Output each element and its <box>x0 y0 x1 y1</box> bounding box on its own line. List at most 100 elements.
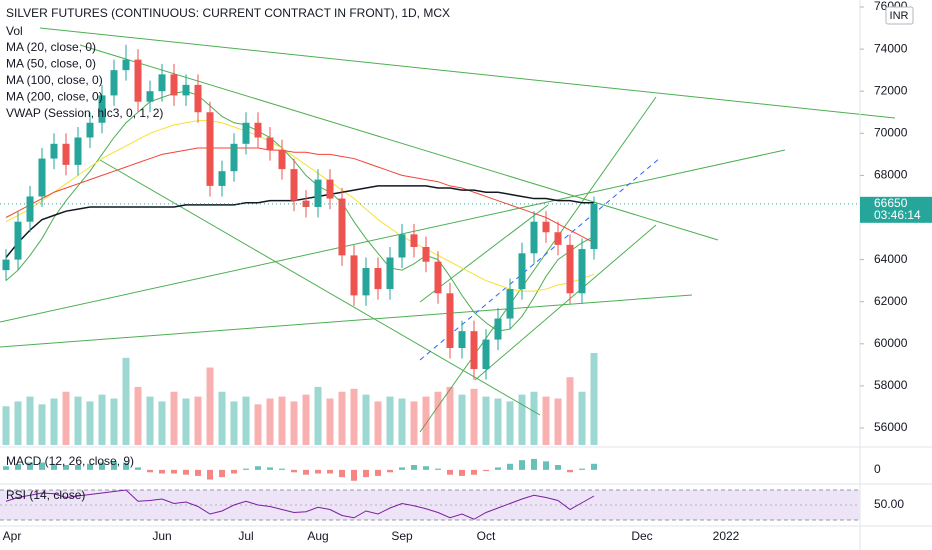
volume-bar <box>170 391 178 445</box>
volume-bar <box>374 401 382 445</box>
candle-body <box>590 203 598 250</box>
volume-bar <box>230 401 238 445</box>
candle-body <box>458 331 466 349</box>
macd-bar <box>39 462 45 470</box>
currency-label[interactable]: INR <box>890 10 909 22</box>
macd-bar <box>519 460 525 470</box>
trend-line <box>474 224 657 381</box>
candle-body <box>350 255 358 296</box>
countdown-label: 03:46:14 <box>874 208 921 222</box>
candle-body <box>554 232 562 245</box>
y-tick-label: 64000 <box>874 252 908 266</box>
volume-bar <box>158 401 166 445</box>
macd-bar <box>435 468 441 470</box>
volume-bar <box>338 391 346 445</box>
macd-bar <box>483 469 489 472</box>
volume-bar <box>590 353 598 445</box>
ma-line <box>5 120 595 292</box>
candle-body <box>482 339 490 370</box>
macd-bar <box>15 463 21 470</box>
volume-bar <box>458 394 466 445</box>
volume-bar <box>50 398 58 445</box>
macd-bar <box>207 469 213 480</box>
x-tick-label: Dec <box>631 529 652 543</box>
candle-body <box>50 143 58 159</box>
candle-body <box>506 289 514 319</box>
candle-body <box>326 179 334 199</box>
macd-bar <box>375 469 381 476</box>
volume-bar <box>278 396 286 445</box>
candle-body <box>170 74 178 96</box>
volume-bar <box>266 398 274 445</box>
legend-entry: MA (100, close, 0) <box>6 73 103 87</box>
candle-body <box>182 84 190 96</box>
chart-title: SILVER FUTURES (CONTINUOUS: CURRENT CONT… <box>6 6 450 20</box>
macd-bar <box>363 469 369 478</box>
trend-line <box>0 149 786 323</box>
candle-body <box>206 112 214 186</box>
volume-bar <box>386 396 394 445</box>
volume-bar <box>122 357 130 445</box>
volume-bar <box>446 386 454 445</box>
macd-bar <box>567 469 573 473</box>
macd-bar <box>111 461 117 470</box>
y-tick-label: 56000 <box>874 420 908 434</box>
candle-body <box>410 234 418 247</box>
macd-bar <box>555 465 561 470</box>
volume-bar <box>470 388 478 445</box>
trend-line-dashed <box>419 157 661 361</box>
candle-body <box>278 150 286 170</box>
macd-bar <box>543 461 549 470</box>
currency-box[interactable] <box>885 6 914 25</box>
candle-body <box>242 122 250 144</box>
candle-body <box>110 70 118 96</box>
candle-body <box>386 257 394 290</box>
volume-bar <box>62 391 70 445</box>
x-tick-label: Aug <box>307 529 328 543</box>
volume-bar <box>242 396 250 445</box>
candle-body <box>266 137 274 151</box>
candle-body <box>38 158 46 197</box>
macd-bar <box>51 463 57 470</box>
y-tick-label: 60000 <box>874 336 908 350</box>
candle-body <box>158 74 166 92</box>
volume-bar <box>134 386 142 445</box>
x-tick-label: 2022 <box>713 529 740 543</box>
candle-body <box>254 122 262 138</box>
macd-bar <box>147 469 153 473</box>
macd-bar <box>27 462 33 470</box>
x-tick-label: Sep <box>391 529 413 543</box>
last-price-label: 66650 <box>874 196 908 210</box>
candle-body <box>146 91 154 102</box>
candle-body <box>230 143 238 172</box>
candle-body <box>518 253 526 290</box>
volume-bar <box>194 396 202 445</box>
volume-bar <box>530 391 538 445</box>
rsi-line <box>5 489 595 520</box>
macd-bar <box>303 469 309 475</box>
volume-bar <box>98 394 106 445</box>
candle-body <box>446 293 454 349</box>
macd-bar <box>387 469 393 473</box>
volume-bar <box>182 398 190 445</box>
macd-bar <box>63 465 69 470</box>
macd-bar <box>591 463 597 470</box>
candle-body <box>74 137 82 165</box>
candle-body <box>578 249 586 294</box>
y-tick-label: 68000 <box>874 168 908 182</box>
candle-body <box>218 171 226 186</box>
volume-bar <box>218 391 226 445</box>
macd-bar <box>495 467 501 470</box>
macd-bar <box>339 469 345 478</box>
candle-body <box>62 143 70 165</box>
ma-line <box>5 185 594 258</box>
volume-bar <box>14 401 22 445</box>
macd-bar <box>471 469 477 475</box>
volume-bar <box>86 401 94 445</box>
volume-bar <box>554 398 562 445</box>
candle-body <box>398 234 406 258</box>
volume-bar <box>350 388 358 445</box>
volume-bar <box>206 367 214 445</box>
